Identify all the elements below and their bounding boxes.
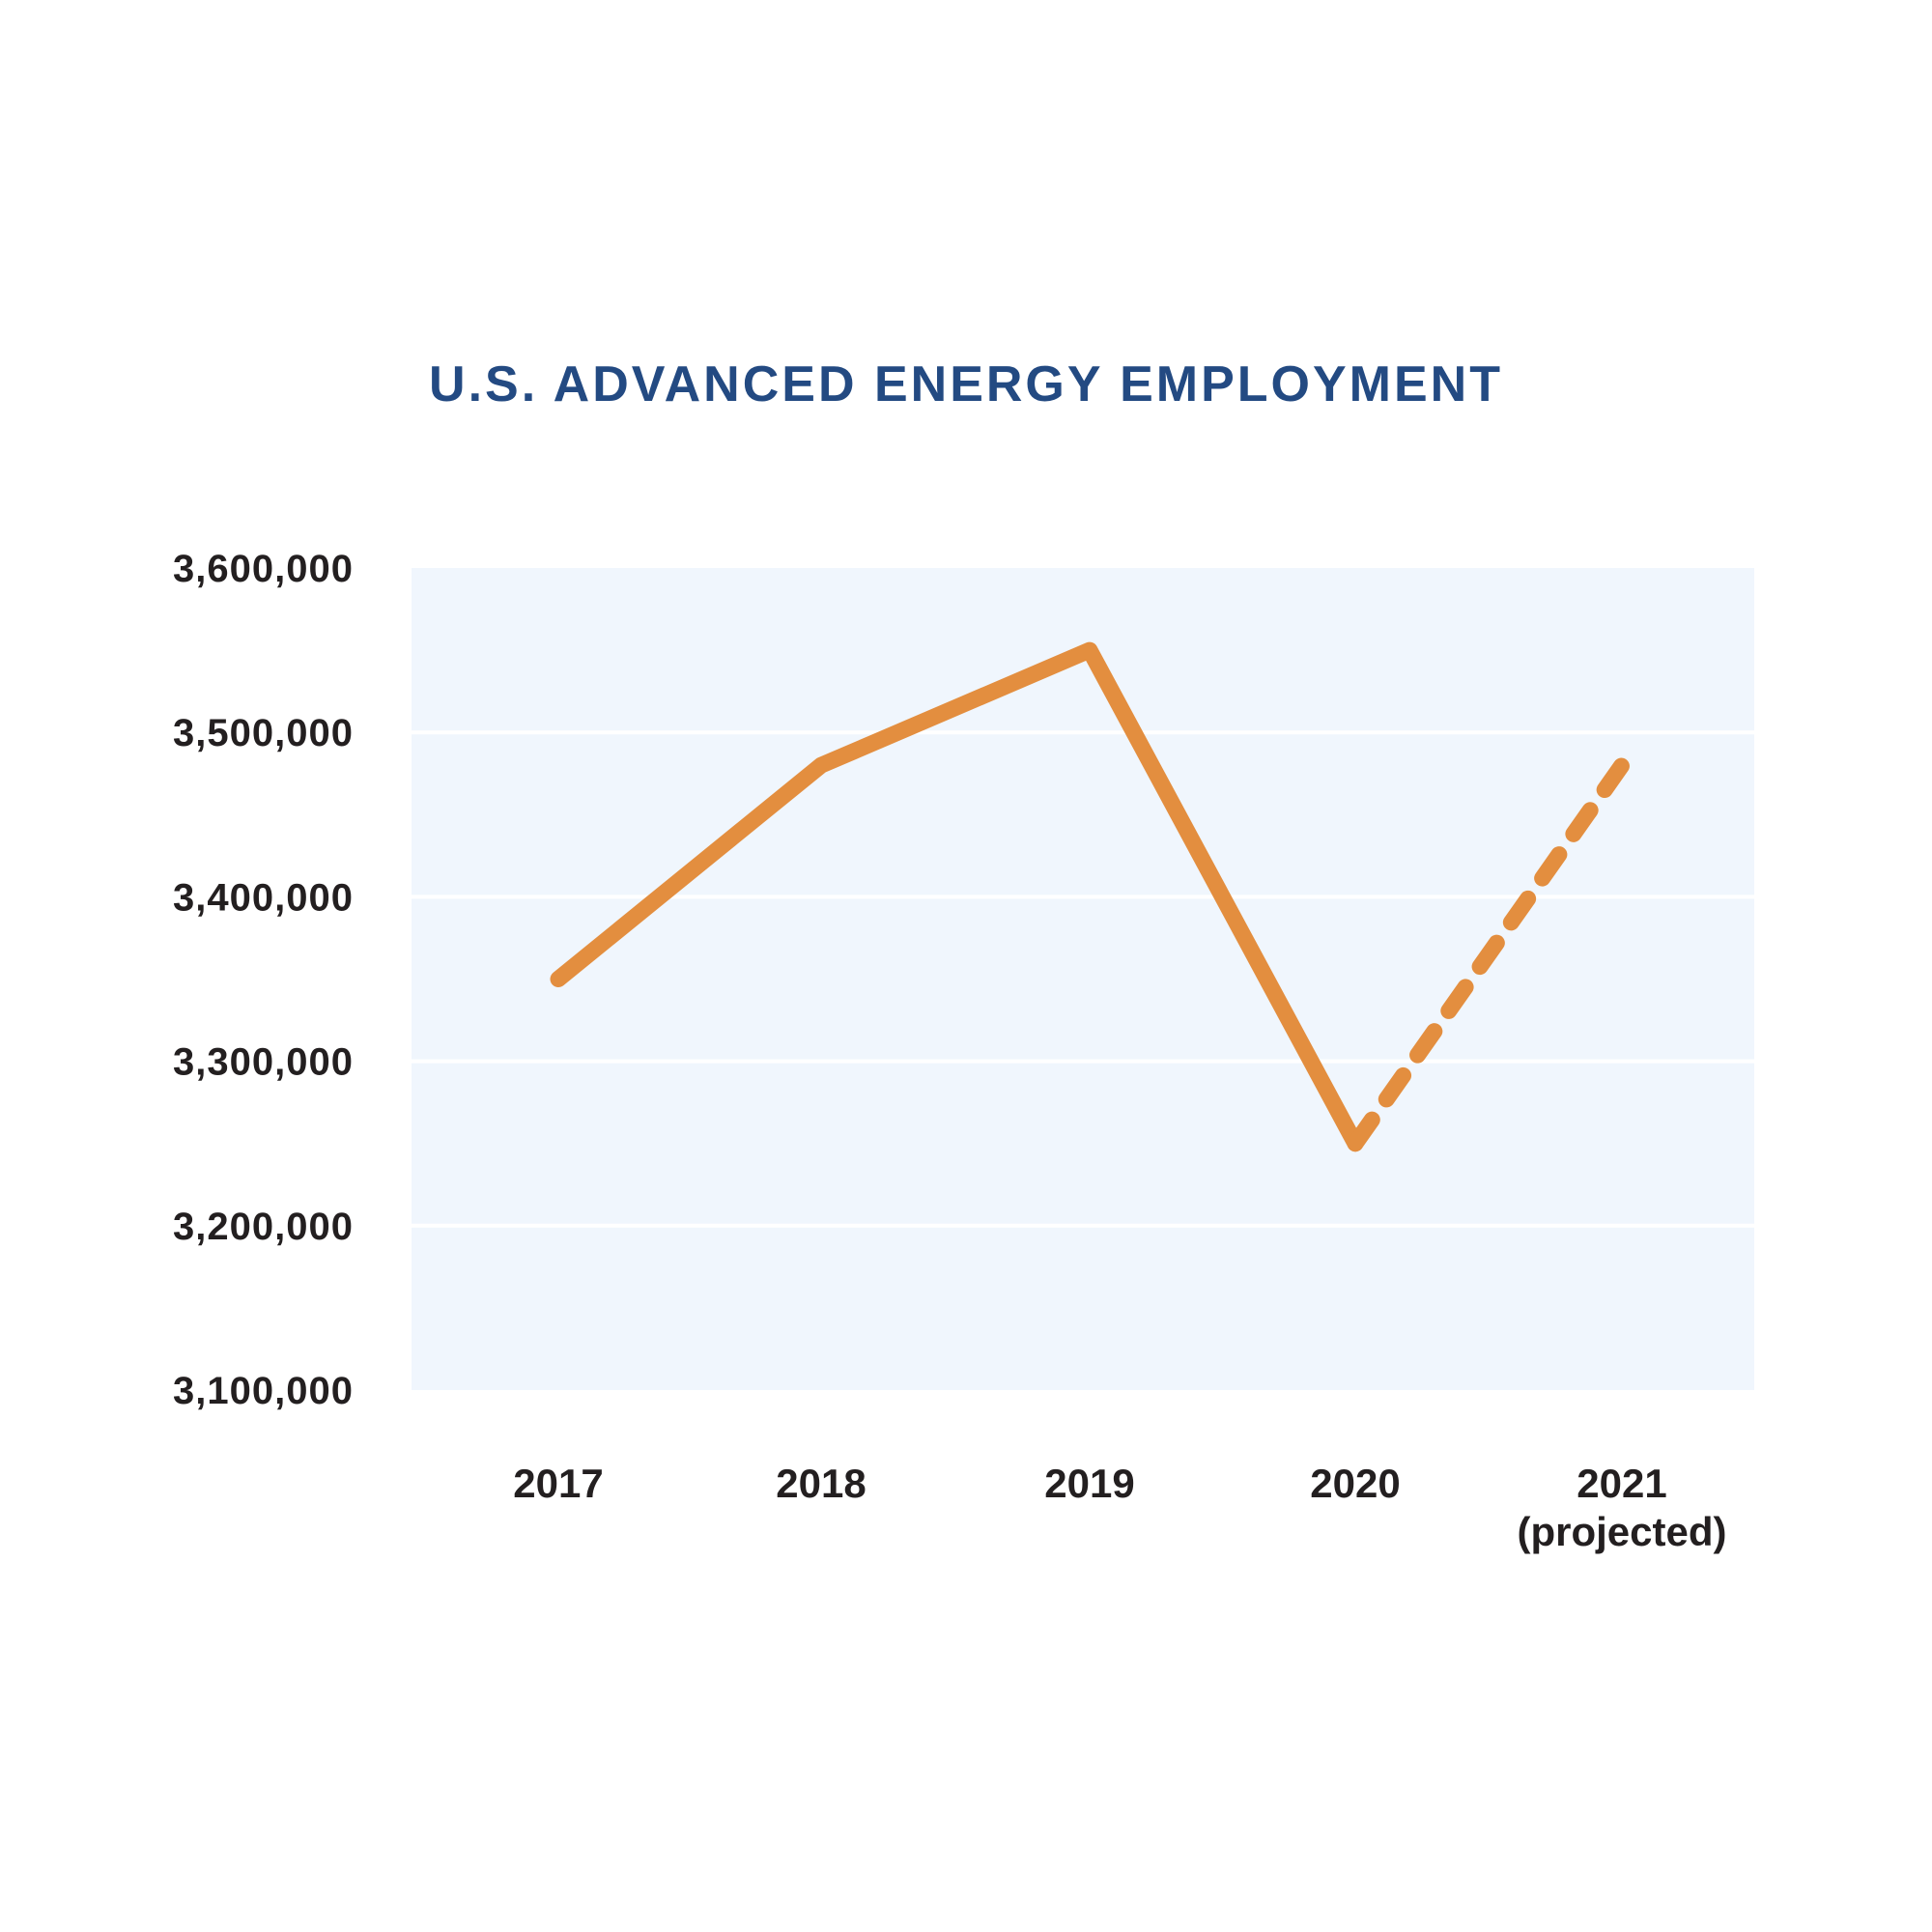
- y-tick-label: 3,300,000: [173, 1041, 354, 1084]
- x-tick-label: 2017: [513, 1461, 603, 1506]
- y-tick-label: 3,400,000: [173, 876, 354, 919]
- projected-line: [1347, 756, 1631, 1152]
- x-tick-label: 2021: [1577, 1461, 1666, 1506]
- y-tick-label: 3,500,000: [173, 712, 354, 754]
- x-tick-sublabel: (projected): [1517, 1509, 1726, 1554]
- plot-area: [412, 568, 1754, 1390]
- actual-line: [550, 641, 1364, 1152]
- y-tick-label: 3,100,000: [173, 1370, 354, 1412]
- y-tick-label: 3,600,000: [173, 548, 354, 590]
- x-tick-label: 2018: [776, 1461, 866, 1506]
- x-tick-label: 2020: [1310, 1461, 1400, 1506]
- x-tick-label: 2019: [1044, 1461, 1134, 1506]
- chart-title: U.S. ADVANCED ENERGY EMPLOYMENT: [429, 356, 1503, 412]
- y-tick-label: 3,200,000: [173, 1206, 354, 1248]
